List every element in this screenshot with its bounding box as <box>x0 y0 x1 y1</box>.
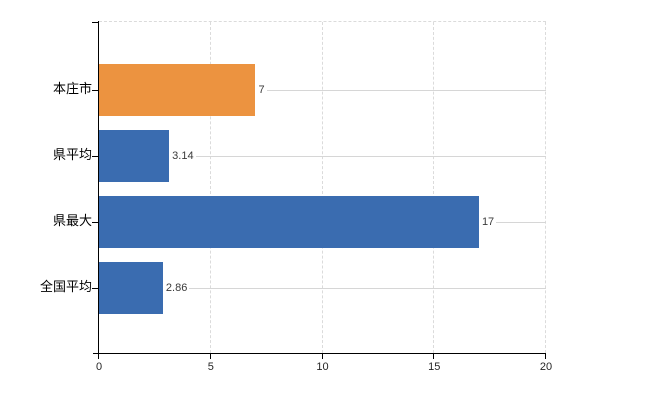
vertical-gridline <box>433 22 435 353</box>
bar-row: 7 <box>99 64 546 116</box>
value-label: 2.86 <box>165 282 188 294</box>
value-label: 3.14 <box>172 150 194 162</box>
plot-area: 7 3.14 17 2.86 <box>92 21 546 359</box>
bar-row: 3.14 <box>99 130 546 182</box>
value-label: 17 <box>481 216 495 228</box>
x-axis-tick <box>98 353 99 359</box>
x-axis-tick-label: 0 <box>95 361 103 373</box>
y-axis-line <box>98 21 99 359</box>
value-leader-line <box>195 155 546 157</box>
value-leader-line <box>266 89 546 91</box>
x-axis-tick <box>545 353 546 359</box>
y-axis-category-tick <box>92 222 98 223</box>
x-axis-tick <box>433 353 435 359</box>
category-label: 県最大 <box>52 213 92 228</box>
value-leader-line <box>496 221 546 223</box>
value-label: 7 <box>258 84 265 96</box>
bar-1 <box>99 130 170 182</box>
bar-row: 17 <box>99 196 546 248</box>
category-label: 本庄市 <box>52 81 92 96</box>
x-axis-line <box>93 353 546 354</box>
y-axis-category-tick <box>92 288 98 289</box>
x-axis-tick-label: 10 <box>316 361 329 373</box>
vertical-gridline <box>209 22 211 353</box>
vertical-gridline <box>321 22 323 353</box>
x-axis-tick-label: 20 <box>539 361 553 373</box>
vertical-gridline <box>545 22 546 353</box>
value-leader-line <box>189 287 546 289</box>
bar-row: 2.86 <box>99 262 546 314</box>
y-axis-top-tick <box>92 22 98 23</box>
category-label: 全国平均 <box>39 279 92 294</box>
bar-2 <box>99 196 479 248</box>
x-axis-tick-label: 5 <box>207 361 214 373</box>
bar-3 <box>99 262 163 314</box>
x-axis-tick-label: 15 <box>428 361 441 373</box>
category-label: 県平均 <box>52 147 92 162</box>
x-axis-tick <box>321 353 323 359</box>
y-axis-category-tick <box>92 156 98 157</box>
bar-0 <box>99 64 256 116</box>
y-axis-category-tick <box>92 90 98 91</box>
x-axis-tick <box>209 353 211 359</box>
